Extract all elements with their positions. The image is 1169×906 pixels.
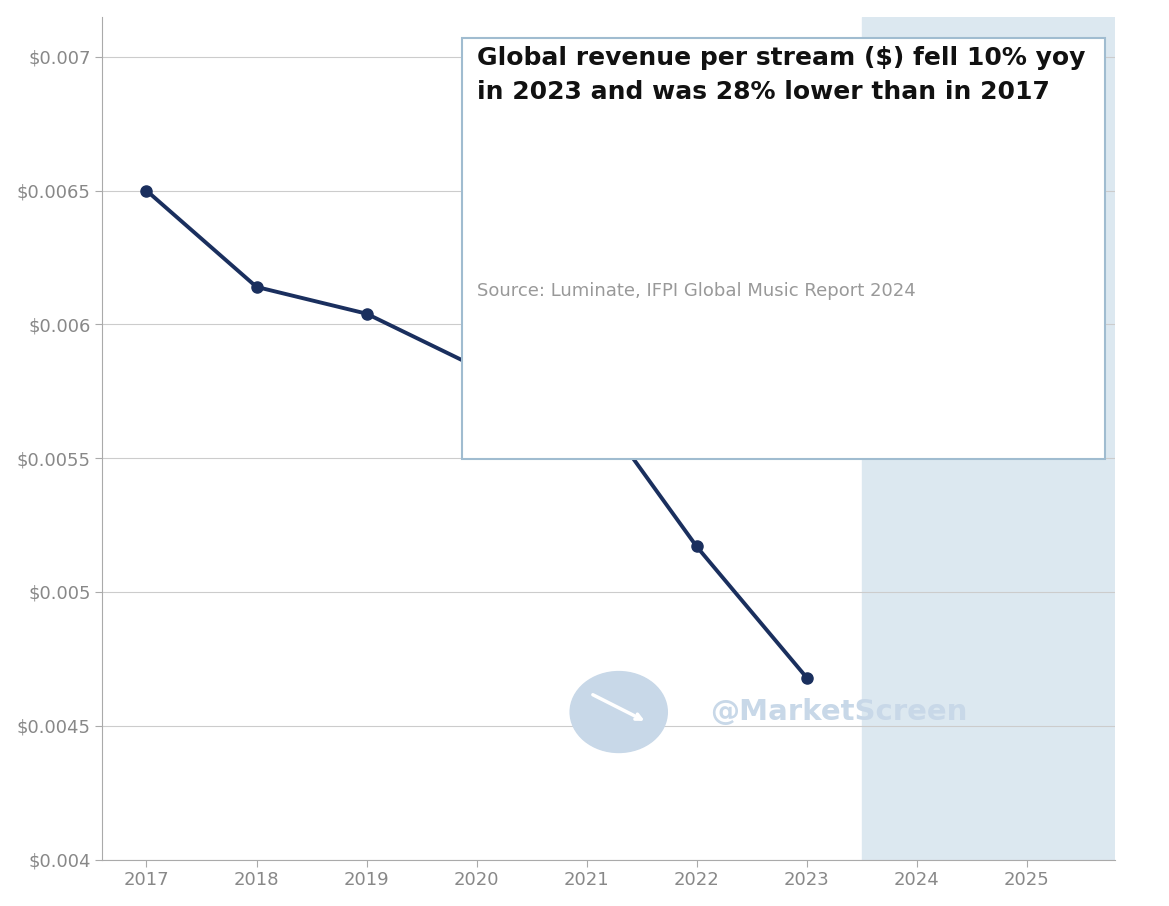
Bar: [862, 16, 1169, 860]
Text: Global revenue per stream ($) fell 10% yoy
in 2023 and was 28% lower than in 201: Global revenue per stream ($) fell 10% y…: [477, 46, 1085, 103]
Text: @MarketScreen: @MarketScreen: [710, 698, 967, 726]
FancyBboxPatch shape: [462, 38, 1105, 459]
Text: Source: Luminate, IFPI Global Music Report 2024: Source: Luminate, IFPI Global Music Repo…: [477, 282, 915, 300]
Circle shape: [570, 671, 667, 753]
